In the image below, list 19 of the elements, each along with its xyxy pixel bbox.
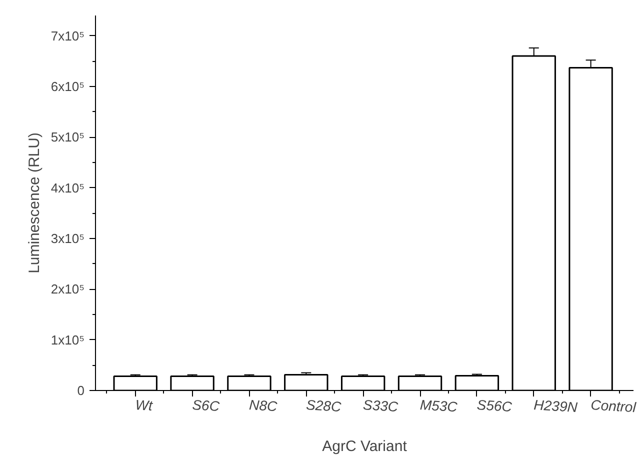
y-tick-label: 3x10⁵: [50, 230, 85, 246]
x-tick-label: S33C: [362, 396, 400, 415]
x-tick-label: Control: [590, 396, 638, 416]
y-tick-label: 6x10⁵: [50, 78, 85, 94]
x-tick-label: H239N: [533, 396, 579, 416]
y-tick-label: 1x10⁵: [50, 332, 85, 348]
x-tick-label: Wt: [134, 396, 154, 414]
x-tick-label: S6C: [192, 396, 221, 414]
y-tick-label: 0: [77, 383, 85, 398]
y-tick-label: 4x10⁵: [50, 180, 85, 196]
x-tick-label: S56C: [476, 396, 514, 415]
x-axis-title: AgrC Variant: [322, 438, 408, 456]
y-axis-title: Luminescence (RLU): [26, 132, 43, 274]
x-tick-label: S28C: [306, 396, 342, 415]
y-tick-label: 2x10⁵: [50, 282, 85, 297]
x-tick-label: M53C: [420, 396, 459, 415]
x-tick-label: N8C: [248, 396, 279, 414]
y-tick-label: 5x10⁵: [50, 130, 85, 145]
y-tick-label: 7x10⁵: [50, 28, 85, 44]
